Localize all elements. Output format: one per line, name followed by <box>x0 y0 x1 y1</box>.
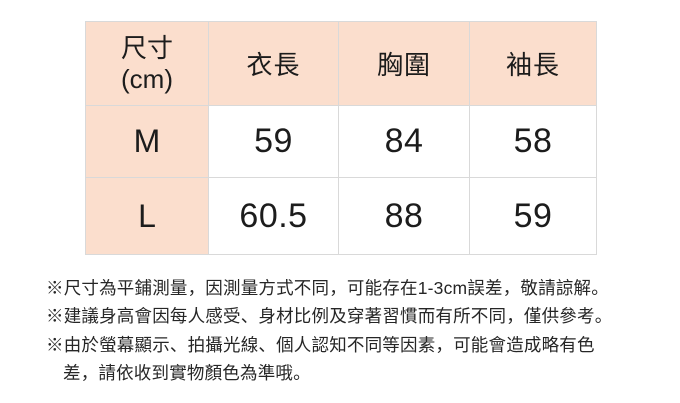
header-size-unit-cell: 尺寸 (cm) <box>85 21 209 106</box>
table-header-row: 尺寸 (cm) 衣長 胸圍 袖長 <box>85 21 597 106</box>
size-unit-cm: (cm) <box>121 63 173 94</box>
note-measurement-tolerance: ※尺寸為平鋪測量，因測量方式不同，可能存在1-3cm誤差，敬請諒解。 <box>46 278 609 298</box>
size-label-m: M <box>85 105 209 178</box>
size-label-l: L <box>85 177 209 255</box>
note-color-difference-cont: 差，請依收到實物顏色為準哦。 <box>63 363 311 384</box>
header-garment-length: 衣長 <box>208 21 339 106</box>
value-m-sleeve: 58 <box>469 105 597 178</box>
value-m-length: 59 <box>208 105 339 178</box>
note-color-difference: ※由於螢幕顯示、拍攝光線、個人認知不同等因素，可能會造成略有色 <box>46 334 595 355</box>
disclaimer-notes: ※尺寸為平鋪測量，因測量方式不同，可能存在1-3cm誤差，敬請諒解。 ※建議身高… <box>46 274 614 388</box>
value-l-chest: 88 <box>338 177 470 255</box>
size-unit-label: 尺寸 <box>120 32 173 63</box>
note-height-reference: ※建議身高會因每人感受、身材比例及穿著習慣而有所不同，僅供參考。 <box>46 306 613 327</box>
header-sleeve-length: 袖長 <box>469 21 597 106</box>
table-row-l: L 60.5 88 59 <box>85 177 597 255</box>
header-chest: 胸圍 <box>338 21 470 106</box>
value-l-sleeve: 59 <box>469 177 597 255</box>
value-l-length: 60.5 <box>208 177 339 255</box>
size-table: 尺寸 (cm) 衣長 胸圍 袖長 M 59 84 58 L 60.5 88 59 <box>85 21 597 255</box>
value-m-chest: 84 <box>338 105 470 178</box>
table-row-m: M 59 84 58 <box>85 105 597 178</box>
